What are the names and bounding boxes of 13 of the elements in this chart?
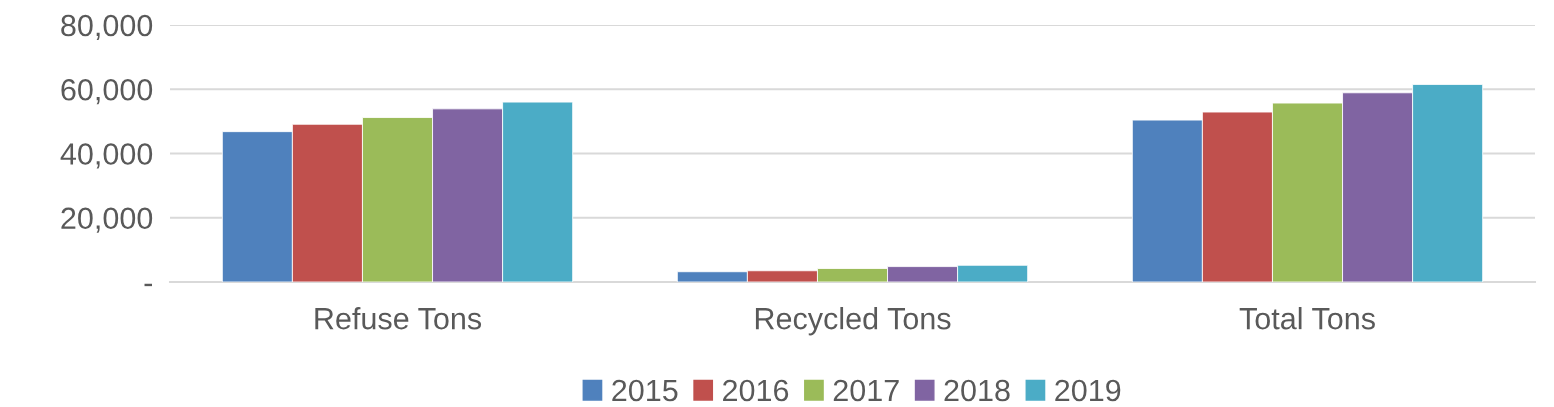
x-tick-label: Recycled Tons	[755, 307, 951, 336]
x-tick-label: Total Tons	[1239, 307, 1375, 330]
legend-label: 2016	[723, 379, 789, 402]
y-tick-label: 60,000	[61, 78, 153, 105]
legend-label: 2018	[944, 379, 1010, 402]
y-tick-label: 40,000	[60, 143, 153, 169]
legend-label: 2017	[833, 379, 899, 402]
y-tick-label: -	[144, 283, 152, 287]
legend-label: 2015	[612, 379, 678, 402]
x-tick-label: Refuse Tons	[315, 307, 482, 330]
y-tick-label: 20,000	[61, 207, 153, 233]
legend-label: 2019	[1055, 379, 1121, 402]
y-tick-label: 80,000	[61, 14, 153, 40]
